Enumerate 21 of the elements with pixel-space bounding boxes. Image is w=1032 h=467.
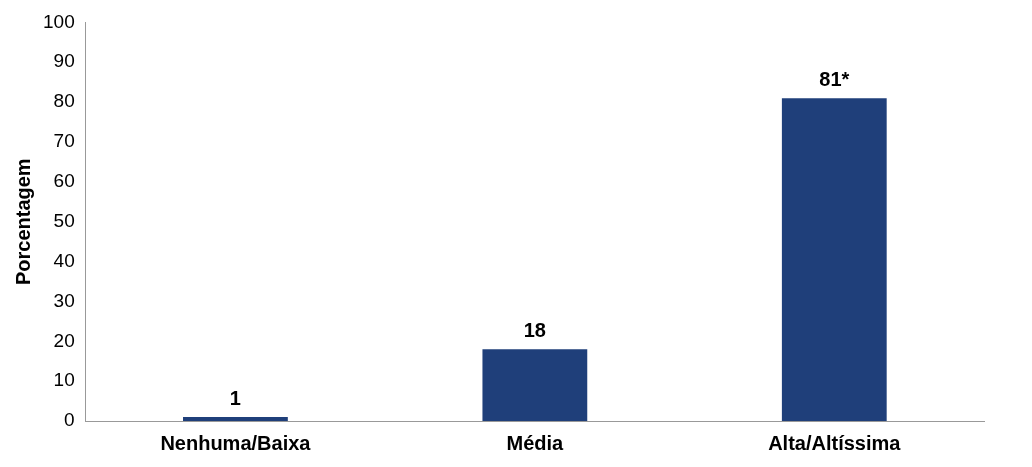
data-label: 1	[229, 386, 241, 409]
y-tick-label: 60	[53, 170, 75, 192]
bar	[183, 417, 288, 421]
y-tick-label: 80	[53, 90, 75, 112]
y-tick-label: 50	[53, 209, 75, 231]
data-label: 81*	[819, 67, 850, 90]
data-label: 18	[523, 318, 546, 341]
bar	[781, 98, 887, 421]
y-tick-label: 70	[53, 130, 75, 152]
y-tick-label: 20	[53, 329, 75, 351]
y-tick-label: 30	[53, 289, 75, 311]
bar	[482, 349, 588, 421]
y-tick-label: 100	[43, 10, 75, 32]
x-tick-label: Média	[506, 431, 565, 454]
y-tick-label: 10	[53, 369, 75, 391]
x-tick-label: Alta/Altíssima	[768, 431, 902, 454]
y-tick-label: 90	[53, 50, 75, 72]
y-axis-title: Porcentagem	[11, 158, 34, 286]
x-tick-label: Nenhuma/Baixa	[160, 431, 312, 454]
y-tick-label: 40	[53, 249, 75, 271]
y-tick-label: 0	[64, 409, 75, 431]
